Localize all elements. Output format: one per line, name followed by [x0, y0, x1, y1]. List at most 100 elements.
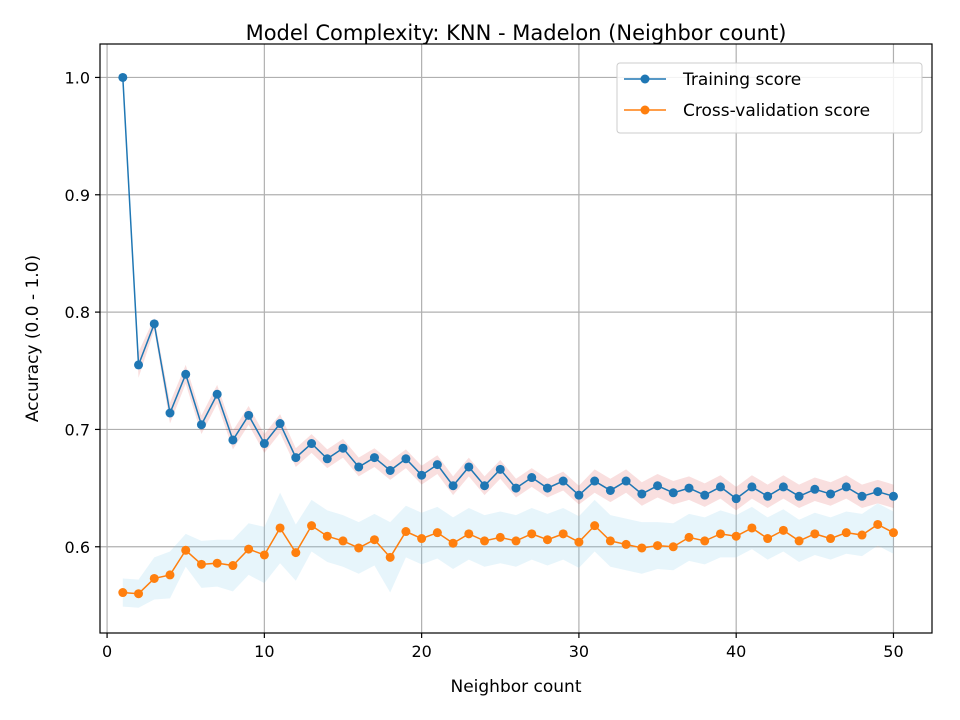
- cross-validation-score-point: [149, 573, 159, 583]
- cross-validation-score-point: [417, 534, 427, 544]
- cross-validation-score-point: [480, 536, 490, 546]
- cross-validation-score-point: [888, 528, 898, 538]
- cross-validation-score-point: [558, 529, 568, 539]
- x-axis-title: Neighbor count: [450, 677, 581, 697]
- cross-validation-score-point: [621, 539, 631, 549]
- x-tick-label: 30: [569, 642, 589, 661]
- training-score-point: [605, 485, 615, 495]
- cross-validation-score-point: [118, 588, 128, 598]
- cross-validation-score-point: [181, 545, 191, 555]
- cross-validation-score-point: [134, 589, 144, 599]
- training-score-point: [181, 369, 191, 379]
- training-score-point: [700, 490, 710, 500]
- training-score-point: [590, 476, 600, 486]
- training-score-point: [621, 476, 631, 486]
- cross-validation-score-point: [212, 558, 222, 568]
- cross-validation-score-point: [873, 519, 883, 529]
- training-score-point: [731, 494, 741, 504]
- cross-validation-score-point: [448, 538, 458, 548]
- training-score-point: [668, 488, 678, 498]
- training-score-point: [574, 490, 584, 500]
- training-score-point: [511, 483, 521, 493]
- y-tick-label: 0.7: [65, 420, 90, 439]
- training-score-point: [259, 439, 269, 449]
- cross-validation-score-point: [495, 532, 505, 542]
- x-tick-label: 50: [883, 642, 903, 661]
- cross-validation-score-point: [291, 548, 301, 558]
- training-score-point: [228, 435, 238, 445]
- training-score-point: [385, 466, 395, 475]
- cross-validation-score-point: [165, 570, 175, 580]
- training-score-point: [244, 410, 254, 420]
- legend-dot-cross-validation: [640, 105, 650, 115]
- cross-validation-score-point: [432, 528, 442, 538]
- cross-validation-score-point: [464, 529, 474, 539]
- x-tick-label: 0: [102, 642, 112, 661]
- cross-validation-score-point: [794, 536, 804, 546]
- cross-validation-score-point: [731, 531, 741, 541]
- training-score-point: [527, 473, 537, 483]
- cross-validation-score-point: [684, 532, 694, 542]
- training-score-point: [307, 439, 317, 449]
- training-score-point: [432, 460, 442, 470]
- training-score-point: [653, 481, 663, 491]
- cross-validation-score-point: [590, 521, 600, 531]
- axis-ticks: 0 10 20 30 40 50 0.6 0.7 0.8 0.9 1.0: [65, 68, 904, 661]
- training-score-point: [888, 491, 898, 501]
- cross-validation-score-point: [715, 529, 725, 539]
- cross-validation-score-point: [857, 530, 867, 540]
- training-score-point: [873, 487, 883, 497]
- training-score-point: [134, 360, 144, 370]
- cross-validation-score-point: [338, 536, 348, 546]
- y-tick-label: 0.6: [65, 538, 90, 557]
- cross-validation-score-point: [401, 527, 411, 537]
- training-score-point: [684, 483, 694, 493]
- legend: Training score Cross-validation score: [616, 62, 923, 134]
- training-score-point: [291, 453, 301, 463]
- cross-validation-score-point: [653, 541, 663, 551]
- legend-label-cross-validation: Cross-validation score: [683, 101, 870, 121]
- cross-validation-score-point: [747, 523, 757, 533]
- training-score-point: [448, 481, 458, 491]
- cross-validation-score-point: [763, 534, 773, 544]
- cross-validation-score-point: [354, 543, 364, 553]
- training-score-point: [464, 462, 474, 472]
- cross-validation-score-point: [275, 523, 285, 533]
- cross-validation-score-point: [574, 537, 584, 547]
- legend-box: [616, 62, 923, 134]
- training-score-point: [338, 443, 348, 453]
- training-score-point: [558, 476, 568, 486]
- training-score-point: [165, 408, 175, 418]
- y-tick-label: 0.8: [65, 303, 90, 322]
- training-score-point: [354, 462, 364, 472]
- training-score-point: [417, 470, 427, 480]
- y-tick-label: 1.0: [65, 68, 90, 87]
- x-tick-label: 10: [254, 642, 274, 661]
- training-score-point: [747, 482, 757, 492]
- training-score-point: [715, 482, 725, 492]
- cross-validation-score-point: [637, 543, 647, 553]
- training-score-point: [857, 491, 867, 501]
- y-axis-title: Accuracy (0.0 - 1.0): [23, 255, 43, 422]
- training-score-point: [401, 454, 411, 464]
- training-score-point: [841, 482, 851, 492]
- cross-validation-score-point: [605, 536, 615, 546]
- training-score-point: [495, 464, 505, 474]
- training-score-point: [322, 454, 332, 464]
- std-bands: [122, 77, 894, 608]
- cross-validation-score-point: [307, 521, 317, 531]
- cross-validation-score-point: [228, 561, 238, 571]
- training-score-point: [212, 389, 222, 399]
- training-score-point: [778, 482, 788, 492]
- training-score-point: [810, 484, 820, 494]
- cross-validation-score-point: [259, 550, 269, 560]
- x-tick-label: 20: [411, 642, 431, 661]
- cross-validation-score-point: [841, 528, 851, 538]
- cross-validation-score-point: [196, 559, 206, 569]
- plot-frame: [99, 43, 933, 634]
- legend-label-training: Training score: [682, 70, 801, 90]
- legend-dot-training: [640, 74, 650, 84]
- cross-validation-score-point: [385, 552, 395, 562]
- cross-validation-std-band: [122, 492, 894, 608]
